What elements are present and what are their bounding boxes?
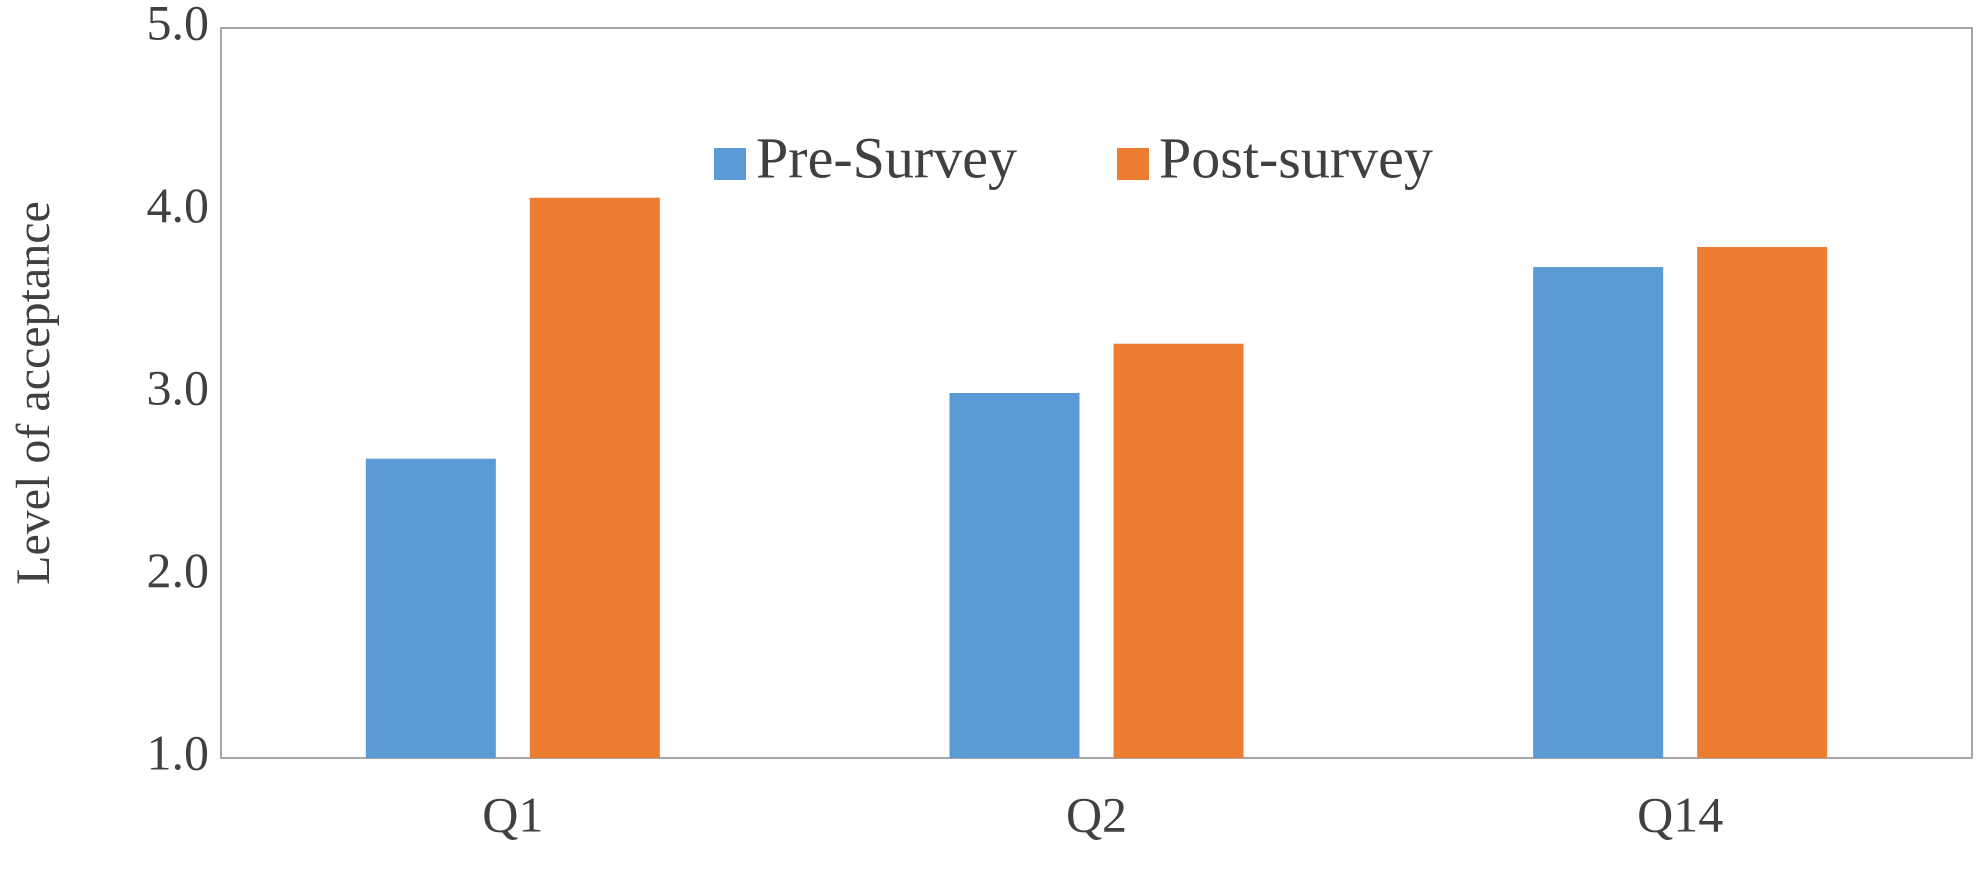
bar xyxy=(1533,267,1664,758)
legend-label: Post-survey xyxy=(1159,125,1433,190)
y-tick-label: 1.0 xyxy=(147,724,210,780)
y-tick-label: 2.0 xyxy=(147,542,210,598)
bar xyxy=(1113,343,1244,758)
bar xyxy=(949,393,1080,758)
bar xyxy=(1697,247,1828,758)
legend-swatch xyxy=(714,148,746,180)
y-axis-label: Level of acceptance xyxy=(7,201,60,585)
y-tick-label: 3.0 xyxy=(147,359,210,415)
x-tick-label: Q1 xyxy=(482,786,543,842)
legend-label: Pre-Survey xyxy=(756,125,1017,190)
plot-frame xyxy=(220,27,1973,759)
bar xyxy=(529,197,660,759)
x-tick-label: Q2 xyxy=(1066,786,1127,842)
legend-swatch xyxy=(1117,148,1149,180)
bar xyxy=(365,458,496,758)
x-tick-label: Q14 xyxy=(1637,786,1723,842)
y-tick-label: 4.0 xyxy=(147,177,210,233)
y-tick-label: 5.0 xyxy=(147,0,210,50)
